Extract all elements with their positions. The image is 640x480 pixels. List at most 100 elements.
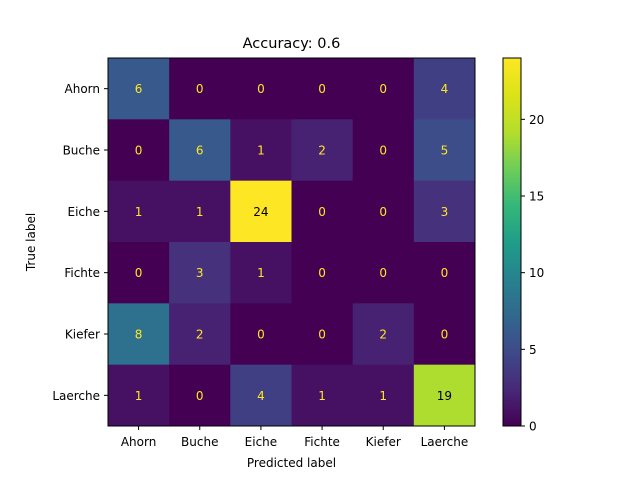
x-axis: Ahorn Buche Eiche Fichte Kiefer Laerche [121, 426, 468, 449]
cell-value-labels: 6 0 0 0 0 40 6 1 2 0 51 1 24 0 0 30 3 1 0 0 08 2 0 0 2 01 0 4 1 1 19 [135, 82, 452, 403]
heatmap-cell [169, 242, 231, 304]
cell-value-label: 0 [196, 389, 204, 403]
cell-value-label: 0 [441, 328, 449, 342]
heatmap-cell [230, 303, 292, 366]
cell-value-label: 1 [318, 389, 326, 403]
cell-value-label: 0 [318, 82, 326, 96]
cell-value-label: 6 [196, 144, 204, 158]
x-tick-label: Kiefer [366, 435, 401, 449]
colorbar-tick-label: 5 [529, 343, 537, 357]
cell-value-label: 0 [318, 205, 326, 219]
cell-value-label: 0 [318, 328, 326, 342]
heatmap-cell [413, 303, 476, 366]
cell-value-label: 1 [257, 144, 265, 158]
cell-value-label: 1 [257, 266, 265, 280]
cell-value-label: 0 [379, 144, 387, 158]
x-tick-label: Fichte [304, 435, 340, 449]
heatmap-cell [108, 364, 170, 427]
cell-value-label: 2 [318, 144, 326, 158]
heatmap-cell [291, 119, 354, 182]
cell-value-label: 0 [257, 82, 265, 96]
cell-value-label: 0 [257, 328, 265, 342]
y-tick-label: Kiefer [65, 328, 100, 342]
heatmap-cell [291, 242, 354, 304]
cell-value-label: 0 [135, 266, 143, 280]
colorbar [502, 57, 522, 427]
y-tick-label: Laerche [52, 389, 100, 403]
cell-value-label: 0 [379, 82, 387, 96]
heatmap-cell [169, 180, 231, 243]
heatmap-cell [230, 364, 292, 427]
colorbar-ticks: 0 5 10 15 20 [521, 113, 544, 434]
cell-value-label: 19 [437, 389, 452, 403]
heatmap-cell [413, 58, 476, 120]
heatmap-cell [230, 58, 292, 120]
cell-value-label: 4 [441, 82, 449, 96]
cell-value-label: 1 [135, 389, 143, 403]
heatmap-cell [169, 119, 231, 182]
y-axis-label: True label [24, 213, 38, 272]
heatmap-cell [169, 364, 231, 427]
cell-value-label: 1 [135, 205, 143, 219]
x-tick-label: Laerche [421, 435, 469, 449]
heatmap-cell [291, 364, 354, 427]
cell-value-label: 0 [135, 144, 143, 158]
heatmap-cell [169, 58, 231, 120]
cell-value-label: 0 [196, 82, 204, 96]
chart-title: Accuracy: 0.6 [243, 36, 341, 52]
heatmap-cell [108, 119, 170, 182]
cell-value-label: 24 [253, 205, 268, 219]
x-tick-label: Eiche [245, 435, 278, 449]
colorbar-tick-label: 0 [529, 420, 537, 434]
cell-value-label: 1 [379, 389, 387, 403]
heatmap-cell [291, 303, 354, 366]
heatmap-cell [291, 180, 354, 243]
cell-value-label: 1 [196, 205, 204, 219]
cell-value-label: 6 [135, 82, 143, 96]
heatmap-cell [413, 119, 476, 182]
heatmap-cell [108, 180, 170, 243]
heatmap-cell [230, 242, 292, 304]
heatmap-cell [413, 180, 476, 243]
heatmap-cell [230, 180, 292, 243]
colorbar-tick-label: 15 [529, 190, 544, 204]
x-tick-label: Ahorn [121, 435, 156, 449]
heatmap-cell [413, 364, 476, 427]
heatmap-cell [108, 58, 170, 120]
y-tick-label: Fichte [64, 266, 100, 280]
heatmap-cell [108, 303, 170, 366]
cell-value-label: 2 [196, 328, 204, 342]
heatmap-cell [352, 58, 415, 120]
heatmap-cell [352, 180, 415, 243]
y-tick-label: Eiche [67, 205, 100, 219]
y-tick-label: Buche [63, 144, 100, 158]
cell-value-label: 0 [379, 205, 387, 219]
cell-value-label: 2 [379, 328, 387, 342]
heatmap-cell [352, 242, 415, 304]
heatmap-cell [413, 242, 476, 304]
cell-value-label: 0 [318, 266, 326, 280]
colorbar-tick-label: 20 [529, 113, 544, 127]
y-axis: Ahorn Buche Eiche Fichte Kiefer Laerche [52, 82, 108, 403]
cell-value-label: 0 [441, 266, 449, 280]
x-axis-label: Predicted label [247, 456, 336, 470]
heatmap-cell [169, 303, 231, 366]
heatmap-cell [108, 242, 170, 304]
cell-value-label: 3 [441, 205, 449, 219]
heatmap-cell [352, 119, 415, 182]
heatmap-cell [352, 364, 415, 427]
cell-value-label: 0 [379, 266, 387, 280]
cell-value-label: 5 [441, 144, 449, 158]
heatmap-cells [108, 58, 476, 427]
heatmap-cell [291, 58, 354, 120]
cell-value-label: 4 [257, 389, 265, 403]
y-tick-label: Ahorn [65, 82, 100, 96]
cell-value-label: 3 [196, 266, 204, 280]
plot-frame [107, 57, 476, 427]
heatmap-cell [352, 303, 415, 366]
x-tick-label: Buche [181, 435, 218, 449]
heatmap-cell [230, 119, 292, 182]
colorbar-tick-label: 10 [529, 266, 544, 280]
cell-value-label: 8 [135, 328, 143, 342]
